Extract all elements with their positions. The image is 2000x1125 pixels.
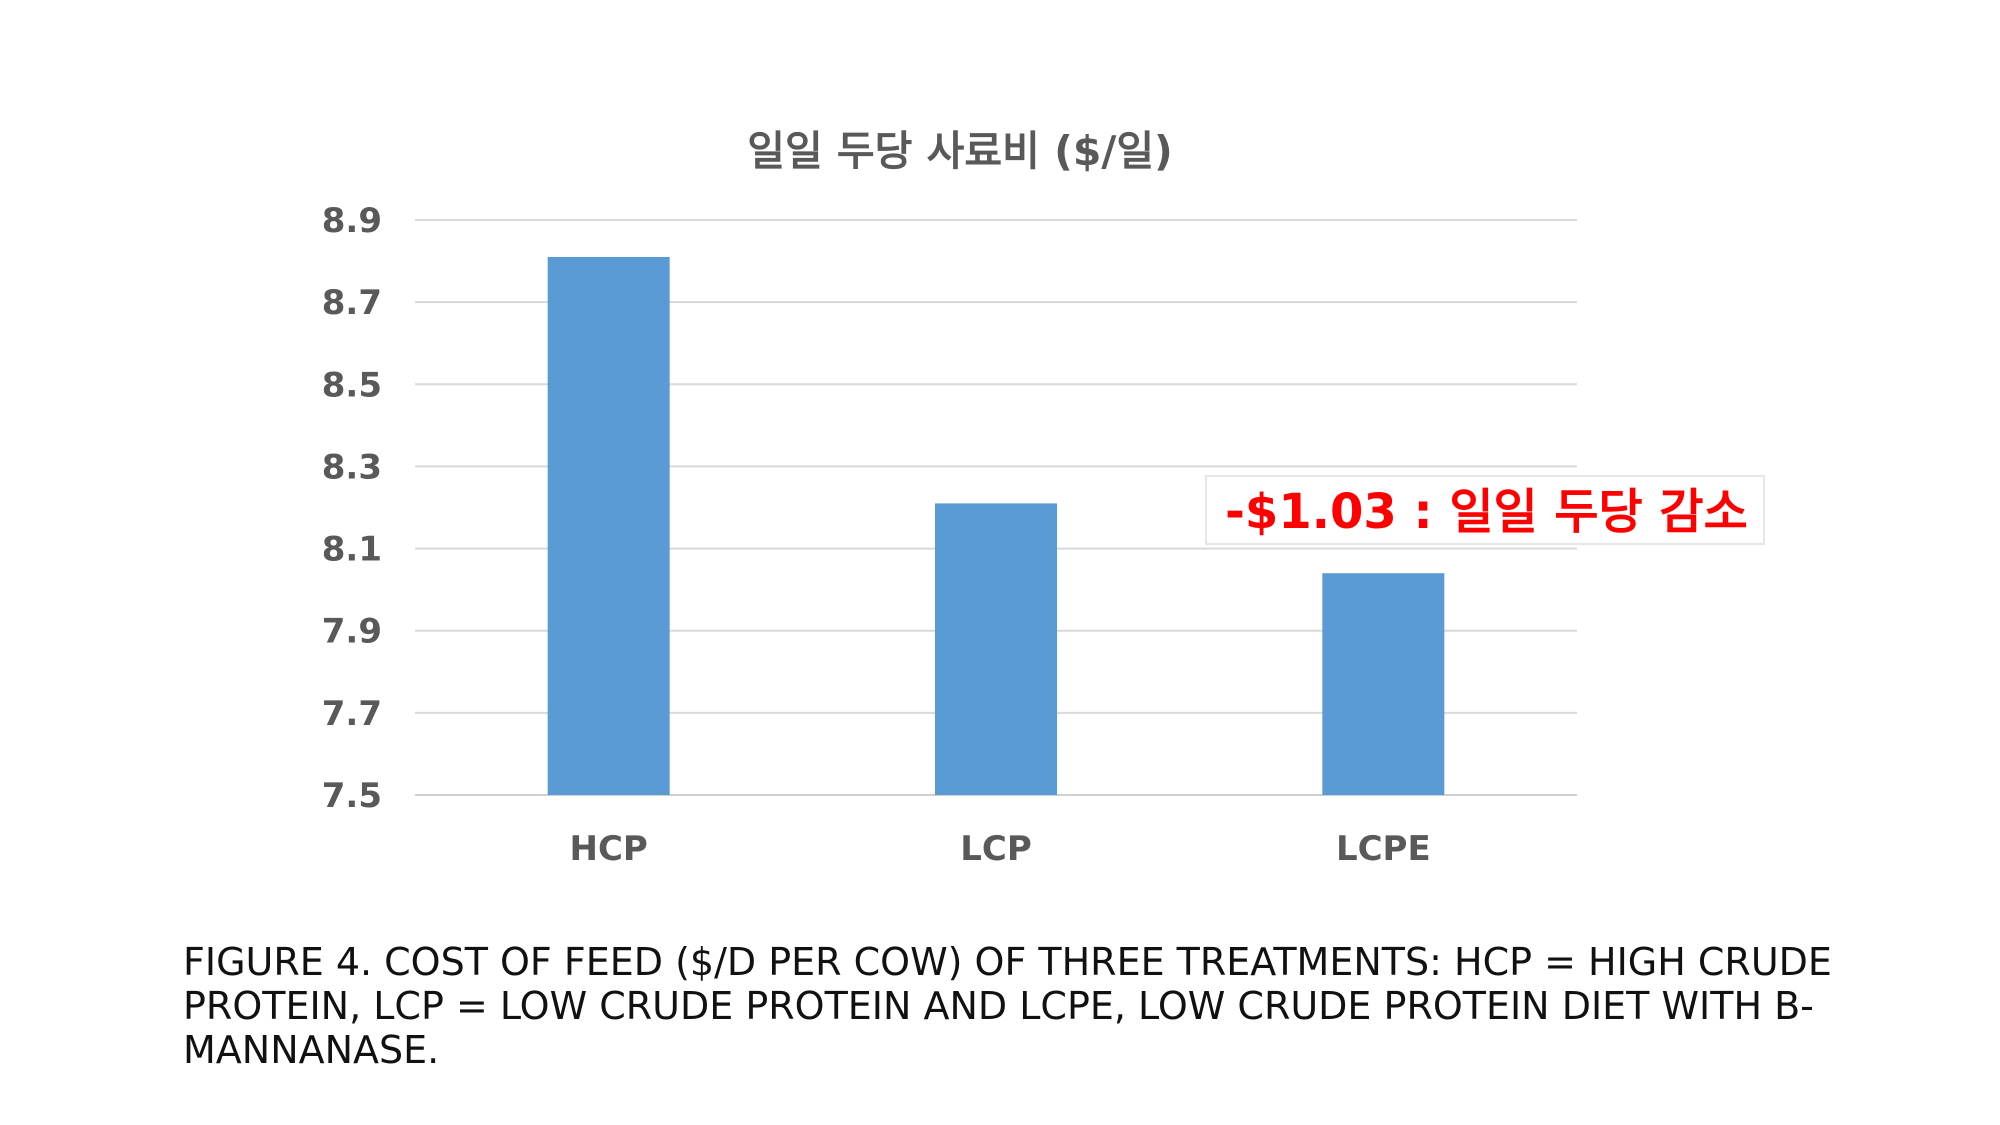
y-tick-label: 8.3 xyxy=(322,447,382,487)
bar-lcp xyxy=(935,503,1057,795)
bars xyxy=(547,256,1445,795)
y-axis-ticks: 8.9 8.7 8.5 8.3 8.1 7.9 7.7 7.5 xyxy=(322,201,382,816)
savings-annotation: -$1.03 : 일일 두당 감소 xyxy=(1205,475,1765,545)
y-tick-label: 8.1 xyxy=(322,530,382,570)
category-label-hcp: HCP xyxy=(570,829,648,869)
annotation-text: -$1.03 : 일일 두당 감소 xyxy=(1225,484,1748,540)
bar-hcp xyxy=(547,256,670,795)
annotation-box xyxy=(1205,475,1765,545)
y-tick-label: 8.5 xyxy=(322,365,382,405)
bar-lcpe xyxy=(1322,573,1445,795)
y-tick-label: 7.7 xyxy=(322,694,382,734)
chart-title: 일일 두당 사료비 ($/일) xyxy=(747,127,1173,175)
y-tick-label: 7.9 xyxy=(322,612,382,652)
category-label-lcp: LCP xyxy=(960,829,1032,869)
figure-caption: FIGURE 4. COST OF FEED ($/D PER COW) OF … xyxy=(183,940,1832,1072)
y-tick-label: 8.9 xyxy=(322,201,382,241)
x-axis-categories: HCP LCP LCPE xyxy=(570,829,1431,869)
category-label-lcpe: LCPE xyxy=(1336,829,1431,869)
y-tick-label: 7.5 xyxy=(322,776,382,816)
y-tick-label: 8.7 xyxy=(322,283,382,323)
